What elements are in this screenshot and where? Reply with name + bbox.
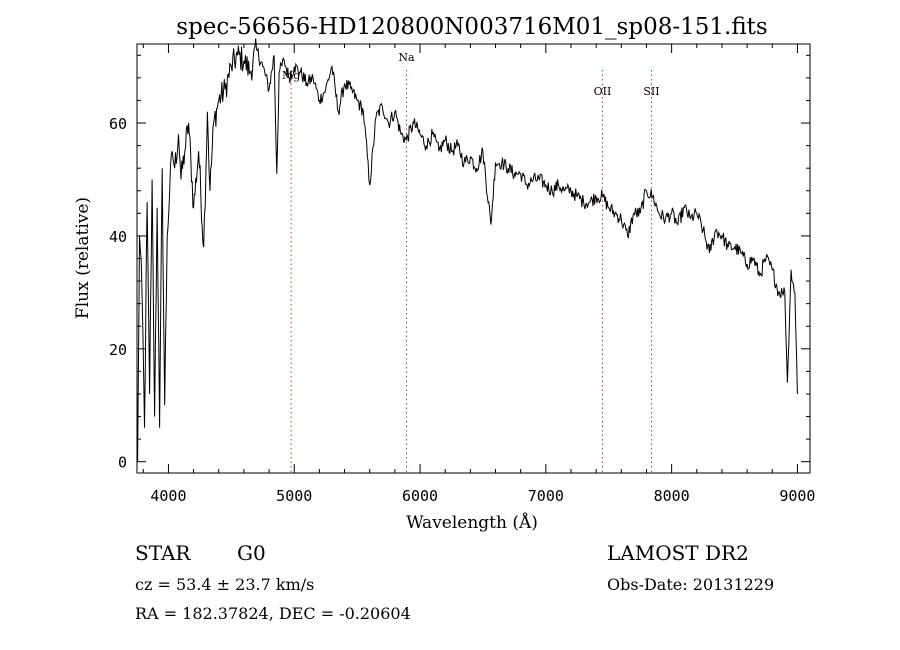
plot-area [136, 43, 811, 474]
y-axis-label: Flux (relative) [73, 197, 93, 319]
y-tick-label: 60 [109, 115, 127, 133]
line-label-sii: SII [643, 85, 659, 98]
line-markers: Mg Na OII SII [282, 51, 660, 473]
survey-name: LAMOST DR2 [607, 541, 749, 565]
x-tick-label: 6000 [402, 487, 438, 505]
line-label-oii: OII [594, 85, 612, 98]
x-axis: 4000 5000 6000 7000 8000 9000 [142, 44, 815, 505]
obs-date: Obs-Date: 20131229 [607, 575, 774, 594]
cz-value: cz = 53.4 ± 23.7 km/s [135, 575, 314, 594]
x-tick-label: 8000 [654, 487, 690, 505]
y-tick-label: 0 [118, 454, 127, 472]
object-subclass: G0 [237, 541, 266, 565]
x-tick-label: 9000 [779, 487, 815, 505]
ra-dec: RA = 182.37824, DEC = -0.20604 [135, 604, 411, 623]
line-label-na: Na [398, 51, 415, 64]
spectrum-series-line [137, 38, 798, 462]
y-axis: 0 20 40 60 [109, 54, 810, 472]
line-label-mg: Mg [282, 69, 300, 82]
object-class: STAR [135, 541, 191, 565]
series-group [137, 38, 798, 462]
x-tick-label: 5000 [276, 487, 312, 505]
x-tick-label: 7000 [528, 487, 564, 505]
plot-border [136, 43, 811, 474]
y-tick-label: 40 [109, 228, 127, 246]
chart-title: spec-56656-HD120800N003716M01_sp08-151.f… [176, 14, 767, 40]
x-axis-label: Wavelength (Å) [406, 512, 538, 533]
x-tick-label: 4000 [150, 487, 186, 505]
y-tick-label: 20 [109, 341, 127, 359]
